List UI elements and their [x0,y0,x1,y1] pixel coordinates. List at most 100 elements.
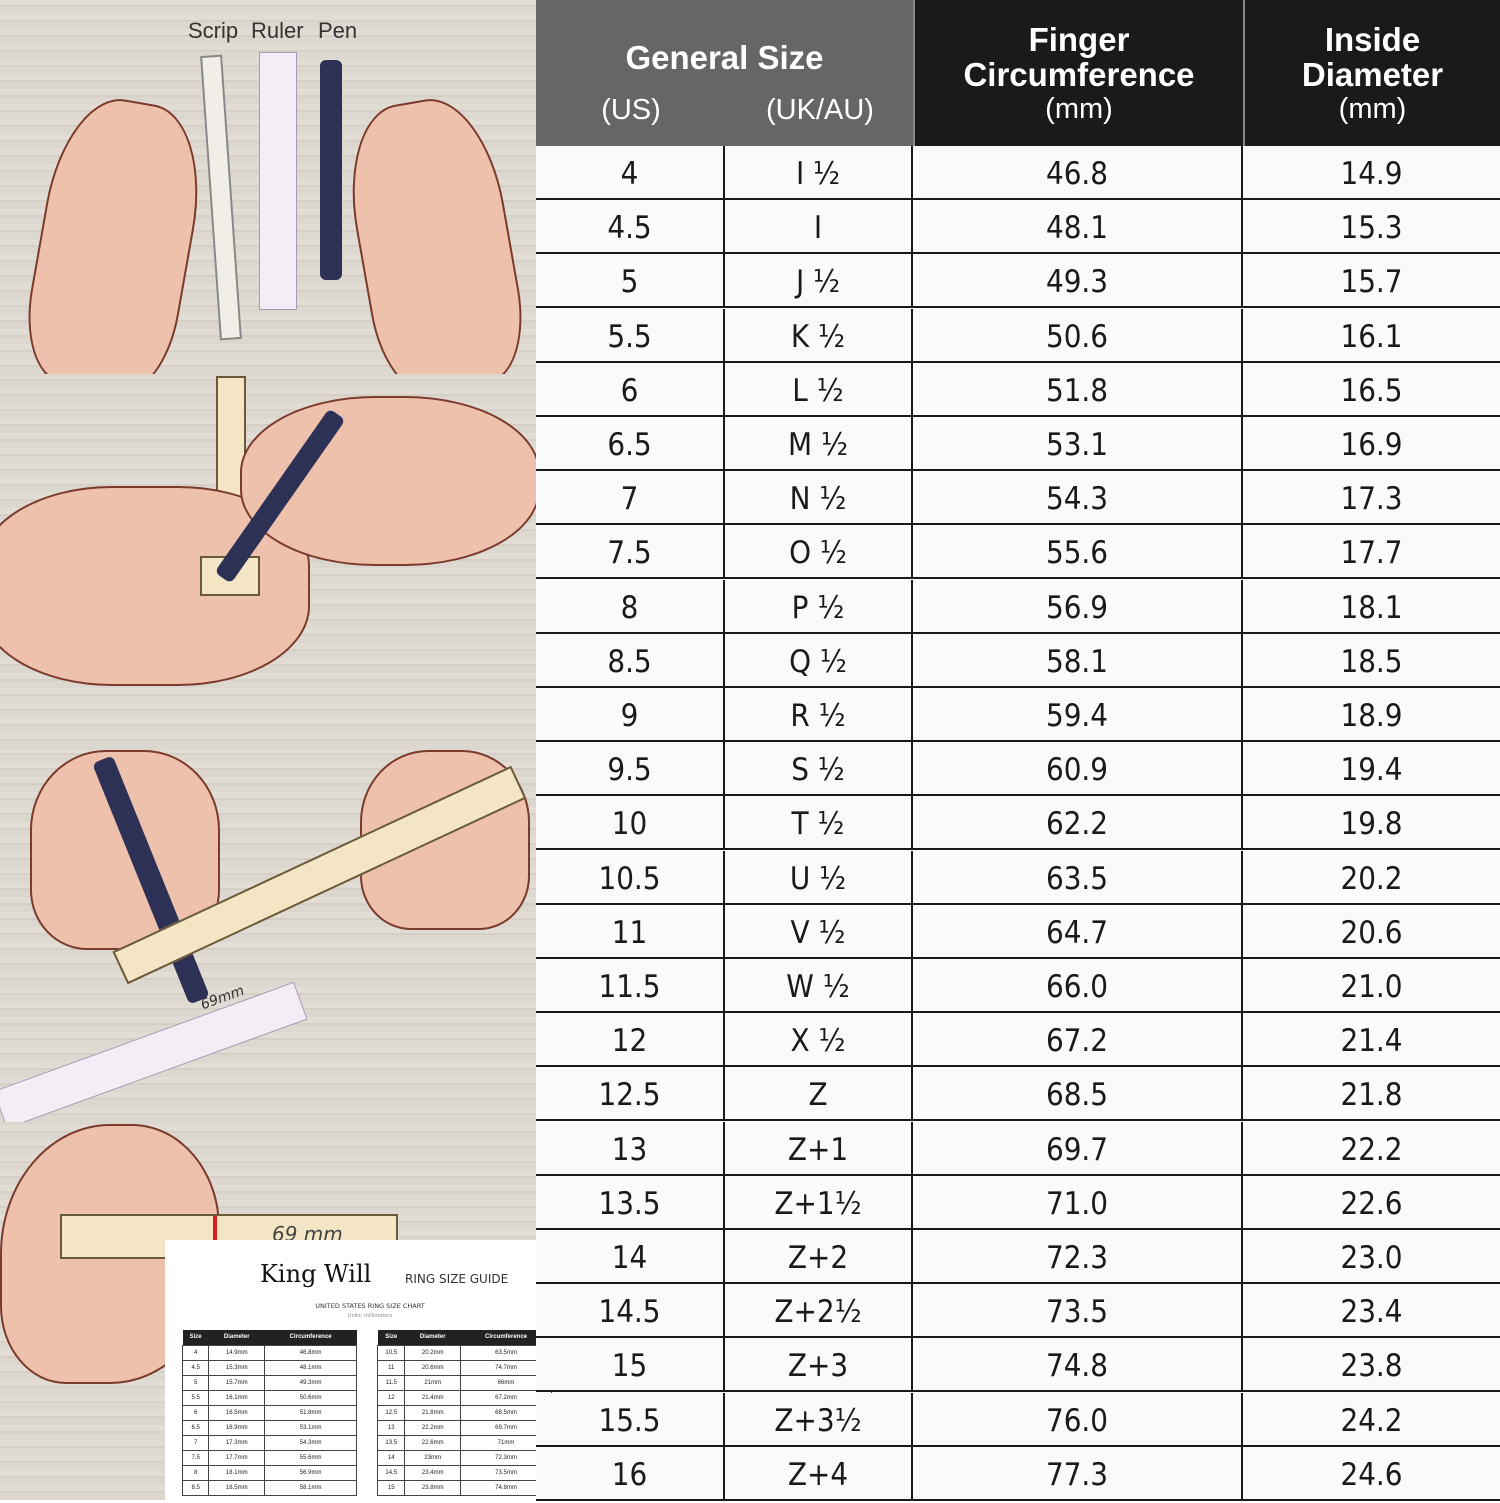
finger-circumference-cell: 46.8 [913,146,1243,198]
mini-row: 7.5 17.7mm 55.6mm [181,1449,357,1466]
circ-unit: (mm) [1045,93,1113,125]
mini-cell: 21.8mm [404,1404,462,1421]
brand-logo: King Will [260,1260,372,1288]
finger-circumference-cell: 51.8 [913,362,1243,415]
mini-row: 5.5 16.1mm 50.6mm [181,1389,357,1406]
mini-cell: 8.5 [181,1479,210,1496]
inside-diameter-cell: 21.4 [1340,1023,1403,1060]
mini-header: Circumference [460,1330,552,1345]
inside-diameter-cell: 19.8 [1340,806,1403,843]
uk-au-size-cell: J ½ [725,254,913,307]
uk-au-size-cell: K ½ [725,308,913,361]
table-row: 9.5 S ½ 60.9 19.4 [536,742,1500,797]
mini-cell: 8 [181,1464,210,1481]
mini-row: 14 23mm 72.3mm [376,1449,552,1466]
table-row: 5.5 K ½ 50.6 16.1 [536,308,1500,363]
mini-cell: 10.5 [376,1344,406,1361]
uk-au-size-cell: Z+2 [725,1230,913,1282]
mini-cell: 18.1mm [208,1464,266,1481]
finger-circumference-cell: 59.4 [913,688,1243,740]
uk-au-size-cell: Z+1½ [725,1175,913,1228]
table-row: 15 Z+3 74.8 23.8 [536,1338,1500,1393]
ring-size-guide-card: King Will RING SIZE GUIDE UNITED STATES … [165,1240,552,1500]
table-row: 13.5 Z+1½ 71.0 22.6 [536,1175,1500,1230]
us-size-cell: 8.5 [536,633,725,686]
mini-cell: 6 [181,1404,210,1421]
mini-cell: 12.5 [376,1404,406,1421]
inside-diameter-cell: 21.8 [1340,1077,1403,1114]
inside-diameter-cell: 16.9 [1340,427,1403,463]
table-row: 8.5 Q ½ 58.1 18.5 [536,633,1500,688]
uk-au-size-cell: U ½ [725,850,913,903]
mini-cell: 20.6mm [404,1359,462,1376]
finger-circumference-cell: 74.8 [913,1338,1243,1391]
header-general-size: General Size (US) (UK/AU) [536,0,913,146]
us-size-cell: 13 [536,1121,725,1174]
inside-diameter-cell: 15.7 [1340,264,1403,301]
circ-label-1: Finger [1028,21,1130,58]
mini-row: 6 16.5mm 51.8mm [181,1404,357,1421]
mini-cell: 23.8mm [404,1479,462,1496]
us-size-cell: 14 [536,1230,725,1282]
mini-table-right: Size Diameter Circumference 10.5 20.2mm 63.5m… [376,1330,552,1496]
uk-au-size-cell: Z+4 [725,1446,913,1499]
inside-diameter-cell: 16.1 [1340,318,1403,355]
mini-cell: 18.5mm [208,1479,266,1496]
inside-diameter-cell: 18.5 [1340,643,1403,680]
mini-cell: 23.4mm [404,1464,462,1481]
mini-table-left: Size Diameter Circumference 4 14.9mm 46.8mm 4.… [181,1330,357,1496]
table-row: 10 T ½ 62.2 19.8 [536,796,1500,851]
inside-diameter-cell: 23.0 [1340,1240,1403,1276]
us-size-cell: 7 [536,471,725,524]
table-row: 15.5 Z+3½ 76.0 24.2 [536,1392,1500,1447]
table-row: 11 V ½ 64.7 20.6 [536,904,1500,959]
step2-wrap-panel [0,376,536,748]
mini-row: 12.5 21.8mm 68.5mm [376,1404,552,1421]
chart-units: Units: millimeters [347,1313,393,1319]
mini-cell: 16.1mm [208,1389,266,1406]
ruler [0,981,308,1122]
paper-strip [200,54,242,341]
general-size-label: General Size [625,39,824,76]
mini-cell: 22.2mm [404,1419,462,1436]
us-size-cell: 4 [536,146,725,198]
mini-cell: 20.2mm [404,1344,462,1361]
dia-label-1: Inside [1324,21,1421,58]
uk-au-size-cell: Z+3½ [725,1392,913,1445]
chart-title: UNITED STATES RING SIZE CHART [315,1302,425,1310]
mini-cell: 14.9mm [208,1344,266,1361]
finger-circumference-cell: 56.9 [913,579,1243,632]
mini-cell: 50.6mm [264,1389,357,1406]
uk-au-size-cell: Z+3 [725,1338,913,1391]
table-row: 12 X ½ 67.2 21.4 [536,1013,1500,1068]
finger-circumference-cell: 54.3 [913,471,1243,524]
illustration-column: Scrip Ruler Pen 69mm 69 mm King Will RIN… [0,0,552,1500]
us-size-cell: 5 [536,254,725,307]
mini-cell: 16.5mm [208,1404,266,1421]
label-ruler: Ruler [251,18,304,43]
uk-au-size-cell: M ½ [725,417,913,469]
inside-diameter-cell: 20.6 [1340,914,1403,951]
mini-cell: 11 [376,1359,406,1376]
mini-header: Diameter [404,1330,461,1345]
table-row: 16 Z+4 77.3 24.6 [536,1446,1500,1501]
table-row: 6.5 M ½ 53.1 16.9 [536,417,1500,471]
finger-circumference-cell: 49.3 [913,254,1243,307]
mini-row: 12 21.4mm 67.2mm [376,1389,552,1406]
finger-circumference-cell: 58.1 [913,633,1243,686]
mini-cell: 55.6mm [264,1449,357,1466]
uk-au-size-cell: S ½ [725,742,913,795]
finger-circumference-cell: 73.5 [913,1284,1243,1337]
dia-unit: (mm) [1338,93,1407,125]
mini-cell: 58.1mm [264,1479,357,1496]
mini-cell: 5.5 [181,1389,210,1406]
ring-size-table: General Size (US) (UK/AU) Finger Circumf… [536,0,1500,1501]
table-row: 14.5 Z+2½ 73.5 23.4 [536,1284,1500,1339]
table-row: 7.5 O ½ 55.6 17.7 [536,525,1500,580]
us-label: (US) [601,94,661,126]
finger-circumference-cell: 76.0 [913,1392,1243,1445]
mini-header: Size [377,1330,405,1345]
